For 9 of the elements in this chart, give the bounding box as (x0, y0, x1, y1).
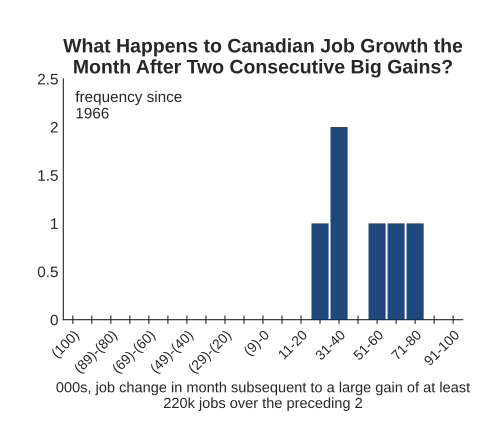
y-tick-label: 1 (51, 218, 58, 229)
y-tick-label: 0.5 (38, 266, 58, 278)
y-tick-label: 0 (50, 314, 58, 326)
y-tick-label: 2 (50, 122, 58, 133)
x-axis-title: 000s, job change in month subsequent to a large gain of at least 220k jobs over the preceding 2 (56, 382, 470, 411)
y-tick-label: 2.5 (38, 74, 58, 85)
y-tick-label: 1.5 (38, 170, 58, 181)
annotation: frequency since 1966 (76, 90, 182, 119)
chart-title: What Happens to Canadian Job Growth the Month After Two Consecutive Big Gains? (63, 38, 462, 78)
